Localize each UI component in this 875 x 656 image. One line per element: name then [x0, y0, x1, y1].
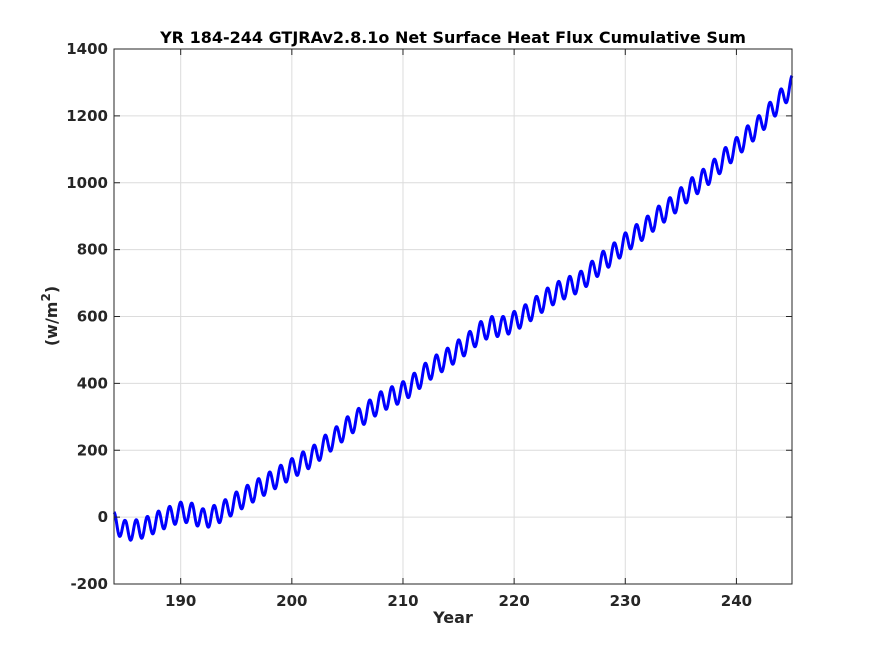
chart-title: YR 184-244 GTJRAv2.8.1o Net Surface Heat…	[159, 28, 746, 47]
y-tick-label: -200	[70, 575, 108, 593]
x-axis-label: Year	[432, 608, 473, 627]
y-tick-label: 600	[77, 308, 108, 326]
y-tick-label: 0	[98, 508, 108, 526]
x-tick-label: 240	[721, 592, 752, 610]
y-tick-label: 400	[77, 374, 108, 392]
y-axis-label-base: (w/m	[42, 302, 61, 347]
x-tick-label: 220	[498, 592, 529, 610]
x-tick-label: 210	[387, 592, 418, 610]
x-tick-label: 200	[276, 592, 307, 610]
data-series	[112, 74, 794, 542]
cumulative-sum-line	[112, 74, 794, 542]
y-axis-label-end: )	[42, 286, 61, 293]
y-tick-label: 1400	[66, 40, 108, 58]
y-tick-label: 1000	[66, 174, 108, 192]
x-tick-label: 190	[165, 592, 196, 610]
y-tick-label: 800	[77, 241, 108, 259]
y-tick-label: 200	[77, 441, 108, 459]
x-tick-label: 230	[610, 592, 641, 610]
y-tick-label: 1200	[66, 107, 108, 125]
y-axis-label: (w/m2)	[39, 286, 61, 346]
y-axis-label-superscript: 2	[39, 293, 53, 301]
ticks: 190 200 210 220 230 240 -200 0 200 400 600 800 1000 1…	[66, 40, 792, 610]
